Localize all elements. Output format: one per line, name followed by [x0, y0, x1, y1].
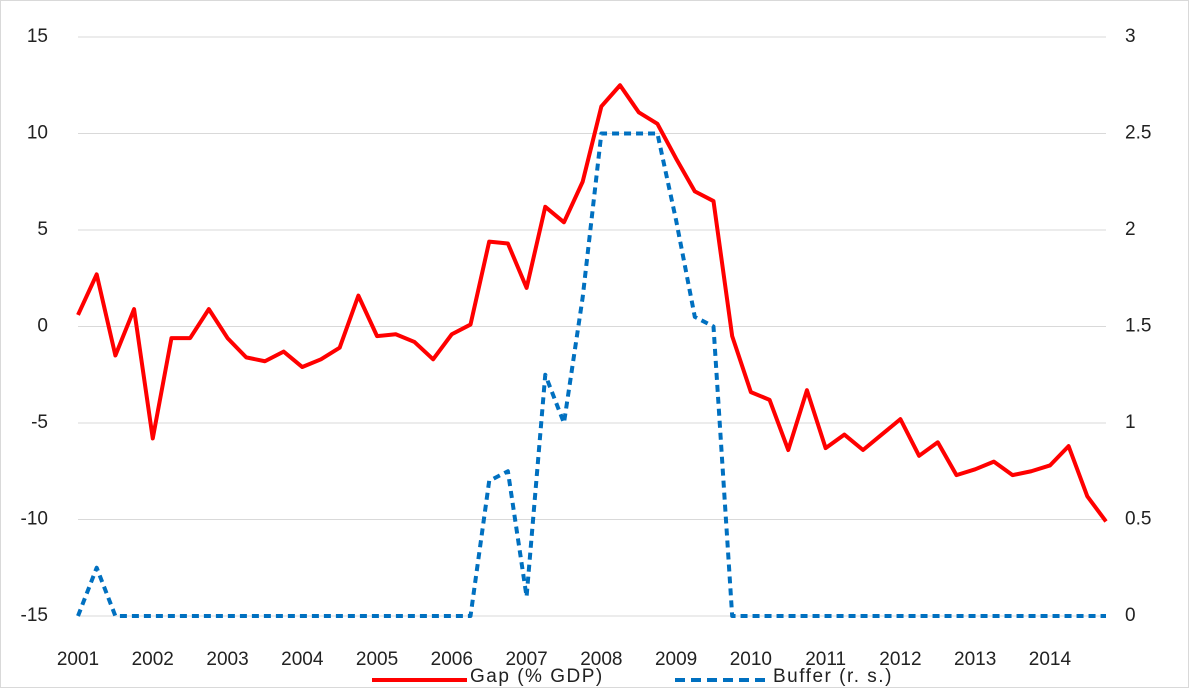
x-tick-label: 2013	[954, 649, 996, 670]
x-tick-label: 2010	[730, 649, 772, 670]
x-tick-label: 2003	[206, 649, 248, 670]
y-tick-label: 0	[37, 316, 48, 337]
series-line	[76, 131, 1106, 618]
y2-tick-label: 3	[1125, 26, 1136, 47]
x-tick-label: 2011	[805, 649, 846, 670]
x-tick-label: 2014	[1029, 649, 1072, 670]
x-tick-label: 2008	[580, 649, 622, 670]
x-tick-label: 2004	[281, 649, 324, 670]
y-tick-label: 15	[27, 26, 48, 47]
y2-tick-label: 0	[1125, 605, 1136, 626]
x-tick-label: 2005	[356, 649, 398, 670]
y-tick-label: -15	[21, 605, 48, 626]
legend-label: Gap (% GDP)	[470, 666, 604, 687]
x-tick-label: 2001	[57, 649, 99, 670]
y2-tick-label: 0.5	[1125, 509, 1151, 530]
x-tick-label: 2012	[879, 649, 921, 670]
y2-tick-label: 2.5	[1125, 123, 1151, 144]
legend-label: Buffer (r. s.)	[773, 666, 893, 687]
x-tick-label: 2006	[431, 649, 473, 670]
y2-tick-label: 1.5	[1125, 316, 1151, 337]
series-line	[76, 83, 1108, 523]
x-tick-label: 2007	[505, 649, 547, 670]
y-tick-label: 5	[37, 219, 48, 240]
y2-tick-label: 2	[1125, 219, 1136, 240]
y-tick-label: -5	[31, 412, 48, 433]
x-tick-label: 2002	[132, 649, 174, 670]
y-tick-label: -10	[21, 509, 48, 530]
y2-tick-label: 1	[1125, 412, 1136, 433]
y-tick-label: 10	[27, 123, 48, 144]
x-tick-label: 2009	[655, 649, 697, 670]
